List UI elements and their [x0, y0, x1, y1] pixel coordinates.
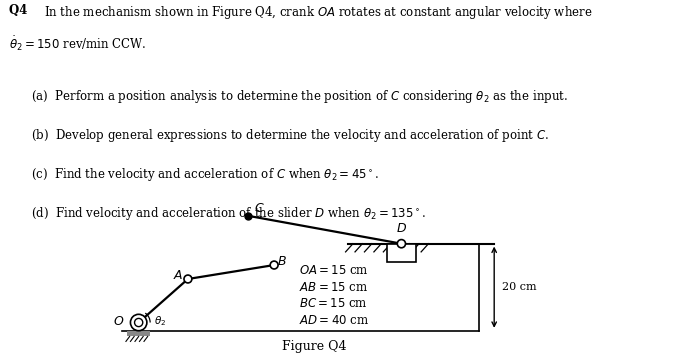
Text: In the mechanism shown in Figure Q4, crank $OA$ rotates at constant angular velo: In the mechanism shown in Figure Q4, cra…: [44, 4, 593, 21]
Text: (c)  Find the velocity and acceleration of $C$ when $\theta_2 = 45^\circ$.: (c) Find the velocity and acceleration o…: [31, 166, 379, 183]
Text: (a)  Perform a position analysis to determine the position of $C$ considering $\: (a) Perform a position analysis to deter…: [31, 88, 567, 105]
Text: (b)  Develop general expressions to determine the velocity and acceleration of p: (b) Develop general expressions to deter…: [31, 127, 549, 144]
Text: $O$: $O$: [113, 315, 124, 328]
Text: $A$: $A$: [173, 269, 183, 282]
Circle shape: [397, 240, 405, 248]
Text: $OA = 15$ cm: $OA = 15$ cm: [299, 264, 369, 277]
Circle shape: [130, 314, 147, 331]
Circle shape: [134, 318, 143, 327]
Text: (d)  Find velocity and acceleration of the slider $D$ when $\theta_2 = 135^\circ: (d) Find velocity and acceleration of th…: [31, 205, 426, 222]
Text: Figure Q4: Figure Q4: [282, 340, 346, 353]
Text: $C$: $C$: [254, 202, 264, 215]
Text: $\theta_2$: $\theta_2$: [155, 314, 166, 328]
Text: Q4: Q4: [9, 4, 31, 17]
Text: 20 cm: 20 cm: [502, 282, 537, 292]
Text: $B$: $B$: [277, 255, 287, 268]
Text: $AB = 15$ cm: $AB = 15$ cm: [299, 281, 368, 294]
Text: $BC = 15$ cm: $BC = 15$ cm: [299, 297, 367, 310]
Circle shape: [271, 261, 278, 269]
Bar: [127, 331, 150, 336]
Circle shape: [184, 275, 192, 283]
Text: $D$: $D$: [396, 222, 407, 236]
Text: $AD = 40$ cm: $AD = 40$ cm: [299, 313, 369, 327]
Text: $\dot{\theta}_2 = 150$ rev/min CCW.: $\dot{\theta}_2 = 150$ rev/min CCW.: [9, 34, 146, 53]
Bar: [386, 244, 416, 262]
